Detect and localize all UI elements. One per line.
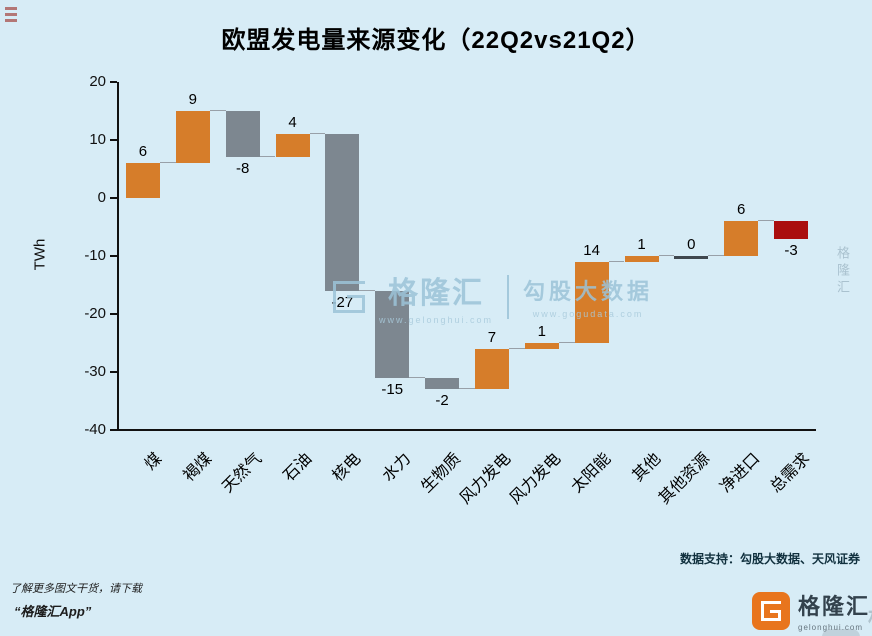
brand-name: 格隆汇 (798, 594, 871, 619)
brand-text-block: 格隆汇 (868, 600, 872, 636)
waterfall-connector (508, 347, 525, 349)
gelonghui-brand-lockup-ghost: 格隆汇 (822, 600, 872, 636)
brand-name: 格隆汇 (868, 600, 872, 636)
corner-stamp (5, 7, 17, 10)
bar-value-label: 1 (537, 323, 546, 340)
waterfall-bar (375, 290, 410, 378)
bar-value-label: -15 (381, 380, 404, 398)
y-axis-tickmark (110, 371, 117, 373)
y-axis-tick-label: -20 (84, 305, 106, 322)
y-axis-tick-label: 0 (97, 189, 106, 206)
waterfall-bar (574, 261, 609, 343)
data-source-note: 数据支持：勾股大数据、天风证券 (679, 552, 860, 566)
squared-g-glyph (761, 600, 781, 621)
watermark-divider (507, 274, 510, 319)
y-axis-tickmark (110, 429, 117, 431)
bar-value-label: 0 (687, 236, 696, 253)
y-axis-tick-label: 10 (89, 131, 106, 148)
waterfall-connector (459, 388, 475, 390)
waterfall-connector (359, 289, 376, 291)
waterfall-bar (125, 163, 160, 198)
watermark-brand-block: 格隆汇 www.gelonghui.com (379, 268, 493, 325)
waterfall-connector (159, 162, 176, 164)
y-axis-tick-label: -10 (84, 247, 106, 264)
waterfall-bar (275, 134, 310, 158)
gelonghui-brand-lockup: 格隆汇 gelonghui.com (752, 589, 870, 632)
chart-title: 欧盟发电量来源变化（22Q2vs21Q2） (221, 27, 651, 54)
y-axis-tick-label: 20 (89, 73, 106, 90)
watermark-brand: 格隆汇 (388, 277, 485, 310)
waterfall-bar (474, 348, 509, 390)
bar-value-label: 7 (487, 328, 497, 346)
footer-promo-line1: 了解更多图文干货，请下载 (10, 583, 142, 595)
y-axis-line (117, 82, 119, 430)
watermark-brand-url: www.gelonghui.com (379, 315, 494, 325)
waterfall-bar (724, 221, 759, 256)
waterfall-bar (175, 111, 210, 164)
y-axis-tickmark (110, 197, 117, 199)
gelonghui-logo-icon (822, 629, 860, 636)
y-axis-tickmark (110, 255, 117, 257)
gelonghui-logo-icon (752, 591, 790, 630)
bar-value-label: 1 (637, 236, 646, 253)
bar-value-label: -27 (331, 293, 354, 311)
bar-value-label: -3 (784, 241, 798, 259)
waterfall-bar (325, 134, 360, 291)
waterfall-bar (225, 111, 260, 158)
y-axis-tickmark (110, 139, 117, 141)
bar-value-label: 4 (288, 114, 297, 132)
watermark-partner: 勾股大数据 (523, 279, 654, 304)
waterfall-connector (608, 260, 625, 262)
y-axis-tick-label: -40 (84, 421, 106, 438)
watermark-partner-block: 勾股大数据 www.gogudata.com (523, 274, 653, 319)
y-axis-tick-label: -30 (84, 363, 106, 380)
waterfall-connector (259, 156, 276, 158)
center-watermark: 格隆汇 www.gelonghui.com 勾股大数据 www.gogudata… (333, 268, 653, 325)
waterfall-connector (309, 133, 326, 135)
side-watermark: 格隆汇 (835, 246, 850, 297)
bar-value-label: 9 (188, 91, 197, 108)
x-axis-line (117, 429, 816, 431)
waterfall-bar (624, 256, 659, 262)
waterfall-bar (774, 221, 809, 239)
bar-value-label: 6 (138, 143, 148, 161)
waterfall-bar (524, 343, 559, 349)
bar-value-label: -8 (235, 160, 250, 178)
waterfall-connector (558, 342, 575, 343)
bar-value-label: -2 (435, 392, 449, 410)
y-axis-tickmark (110, 313, 117, 315)
watermark-partner-url: www.gogudata.com (532, 309, 644, 319)
bar-value-label: 14 (583, 241, 600, 259)
waterfall-bar (425, 377, 460, 390)
bar-value-label: 6 (737, 201, 746, 219)
brand-text-block: 格隆汇 gelonghui.com (798, 589, 870, 632)
footer-promo-line2: “格隆汇App” (14, 604, 92, 619)
brand-url: gelonghui.com (798, 623, 864, 632)
gelonghui-logo-icon (333, 280, 365, 313)
waterfall-connector (209, 110, 226, 111)
waterfall-bar (674, 256, 709, 259)
waterfall-connector (758, 220, 775, 222)
y-axis-tickmark (110, 81, 117, 83)
waterfall-connector (708, 255, 725, 256)
waterfall-connector (658, 255, 675, 256)
waterfall-connector (409, 376, 426, 378)
